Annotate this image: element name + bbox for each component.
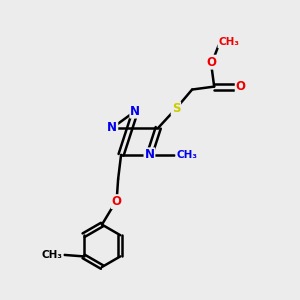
Text: N: N [107,121,117,134]
Text: N: N [130,105,140,118]
Text: O: O [206,56,216,69]
Text: CH₃: CH₃ [176,150,197,160]
Text: CH₃: CH₃ [42,250,63,260]
Text: O: O [112,195,122,208]
Text: N: N [145,148,154,161]
Text: O: O [236,80,246,93]
Text: S: S [172,102,180,115]
Text: CH₃: CH₃ [218,38,239,47]
